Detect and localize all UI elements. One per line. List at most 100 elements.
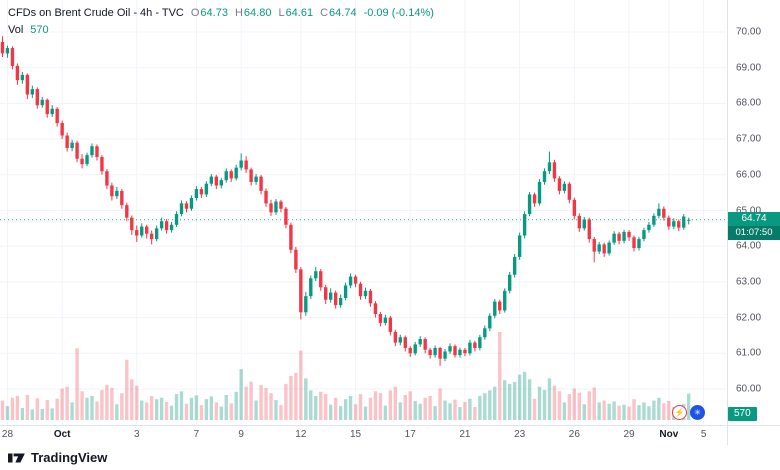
candle bbox=[503, 288, 507, 313]
price-axis[interactable]: 70.00 69.00 68.00 67.00 66.00 65.00 64.00 63.00… bbox=[736, 0, 780, 425]
candle bbox=[239, 153, 243, 171]
candle-body bbox=[587, 219, 591, 240]
volume-bar bbox=[259, 384, 263, 420]
price-tick-label: 62.00 bbox=[736, 312, 762, 324]
sparkle-icon[interactable]: ✳ bbox=[690, 405, 705, 420]
price-tick-label: 61.00 bbox=[736, 347, 762, 359]
candle bbox=[662, 206, 666, 221]
volume-bar bbox=[453, 399, 457, 420]
candle-body bbox=[304, 296, 308, 313]
candle-body bbox=[433, 347, 437, 356]
candle-body bbox=[145, 226, 149, 234]
volume-bar bbox=[274, 400, 278, 420]
symbol-title[interactable]: CFDs on Brent Crude Oil - 4h - TVC bbox=[8, 7, 184, 19]
price-tick-label: 67.00 bbox=[736, 133, 762, 145]
candle-body bbox=[244, 160, 248, 170]
volume-bar bbox=[184, 403, 189, 420]
candle-body bbox=[612, 233, 616, 243]
candle-body bbox=[642, 230, 646, 240]
candle bbox=[149, 230, 154, 245]
volume-bar bbox=[75, 348, 79, 420]
candle-body bbox=[577, 215, 581, 229]
candle bbox=[532, 192, 537, 207]
candle-body bbox=[184, 203, 189, 209]
candle bbox=[319, 269, 323, 291]
candle-body bbox=[224, 171, 228, 181]
candle-body bbox=[5, 48, 10, 54]
time-tick-label: 3 bbox=[133, 429, 140, 440]
candle-body bbox=[413, 344, 417, 354]
candle-body bbox=[229, 171, 233, 179]
candle bbox=[657, 203, 661, 219]
candle-body bbox=[110, 185, 114, 197]
candle bbox=[468, 339, 472, 356]
candle bbox=[607, 240, 611, 256]
price-tick-label: 69.00 bbox=[736, 62, 762, 74]
lightning-icon[interactable]: ⚡ bbox=[672, 405, 687, 420]
candle-body bbox=[473, 342, 477, 348]
time-axis[interactable]: 28 Oct 3 7 9 12 15 17 21 23 26 29 Nov 5 bbox=[0, 429, 726, 445]
candle-body bbox=[453, 346, 457, 356]
candle bbox=[622, 229, 626, 244]
volume-bar bbox=[607, 403, 611, 420]
volume-bar bbox=[552, 385, 557, 420]
candle bbox=[5, 45, 10, 58]
tradingview-logo[interactable]: TradingView bbox=[8, 450, 107, 465]
candle-body bbox=[547, 162, 552, 172]
candle bbox=[95, 144, 99, 161]
candle bbox=[677, 219, 681, 232]
candle bbox=[60, 120, 64, 140]
candle-body bbox=[169, 224, 174, 231]
ohlc-close: C64.74 bbox=[320, 7, 357, 19]
legend: CFDs on Brent Crude Oil - 4h - TVC O64.7… bbox=[8, 6, 434, 38]
candle-body bbox=[428, 349, 432, 356]
candle bbox=[438, 346, 442, 366]
candle bbox=[284, 206, 288, 229]
candle-body bbox=[632, 237, 636, 248]
volume-bar bbox=[627, 406, 631, 420]
candle bbox=[174, 211, 179, 227]
candle bbox=[209, 174, 214, 187]
candle bbox=[483, 325, 487, 340]
candle-body bbox=[264, 190, 268, 204]
volume-bar bbox=[110, 388, 114, 420]
candle bbox=[0, 36, 5, 57]
volume-bar bbox=[85, 397, 89, 420]
candle bbox=[145, 224, 149, 239]
candle-body bbox=[418, 339, 422, 345]
candle bbox=[388, 315, 393, 336]
volume-bar bbox=[428, 395, 432, 420]
time-tick-label: 29 bbox=[623, 429, 635, 440]
volume-bar bbox=[373, 391, 378, 420]
candle-body bbox=[50, 108, 54, 115]
candle bbox=[363, 287, 368, 300]
candle bbox=[498, 299, 502, 315]
candle-body bbox=[527, 194, 532, 215]
volume-bar bbox=[388, 390, 393, 420]
volume-bar bbox=[244, 386, 248, 420]
volume-bar bbox=[557, 391, 562, 420]
price-tick-label: 63.00 bbox=[736, 276, 762, 288]
candle-body bbox=[254, 176, 258, 182]
candle bbox=[522, 211, 527, 239]
volume-bar bbox=[363, 406, 368, 420]
candle-body bbox=[353, 276, 358, 284]
volume-bar bbox=[403, 394, 407, 420]
candle bbox=[617, 231, 621, 245]
candle bbox=[10, 46, 15, 70]
candle bbox=[647, 221, 651, 233]
volume-bar bbox=[652, 400, 656, 420]
time-tick-label: 21 bbox=[459, 429, 471, 440]
candle-body bbox=[423, 339, 427, 350]
volume-bar bbox=[438, 388, 442, 420]
candle-body bbox=[159, 221, 164, 229]
candle bbox=[105, 169, 109, 190]
volume-label[interactable]: Vol bbox=[8, 24, 24, 36]
candle bbox=[552, 159, 557, 182]
volume-bar bbox=[343, 399, 348, 420]
candle bbox=[204, 181, 209, 197]
candle-body bbox=[508, 274, 512, 291]
legend-row-symbol: CFDs on Brent Crude Oil - 4h - TVC O64.7… bbox=[8, 6, 434, 21]
candle bbox=[637, 236, 641, 251]
